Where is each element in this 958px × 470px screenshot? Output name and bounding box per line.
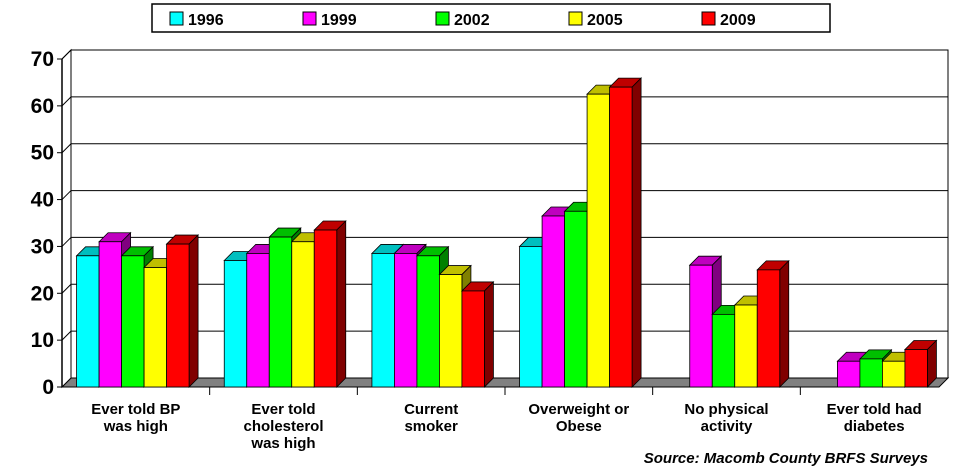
legend-swatch-2002 [435, 11, 450, 26]
gridline [61, 283, 72, 294]
plot-back-wall [70, 49, 949, 379]
bar-2009-3 [608, 77, 643, 388]
legend-label-2005: 2005 [587, 12, 623, 29]
x-category-label: smoker [404, 418, 458, 435]
x-category-label: Ever told had [827, 401, 922, 418]
legend: 1996 1999 2002 2005 2009 [151, 3, 831, 33]
y-tick-label: 20 [31, 282, 54, 305]
legend-label-2002: 2002 [454, 12, 490, 29]
x-category-label: diabetes [844, 418, 905, 435]
legend-swatch-2005 [568, 11, 583, 26]
y-tick-label: 40 [31, 189, 54, 212]
y-tick-label: 0 [42, 376, 54, 399]
y-tick-label: 70 [31, 48, 54, 71]
x-category-label: No physical [684, 401, 768, 418]
y-tick-label: 30 [31, 235, 54, 258]
gridline [61, 330, 72, 341]
gridline [61, 49, 72, 60]
y-tick-label: 50 [31, 142, 54, 165]
legend-box [151, 3, 831, 33]
bar-2009-0 [165, 234, 200, 388]
x-category-label: was high [250, 435, 315, 452]
x-category-label: Ever told [251, 401, 315, 418]
gridline [61, 143, 72, 154]
x-category-label: Overweight or [528, 401, 629, 418]
plot-side-wall [61, 48, 72, 389]
x-category-label: activity [701, 418, 753, 435]
legend-swatch-1999 [302, 11, 317, 26]
gridline [61, 237, 72, 247]
source-note: Source: Macomb County BRFS Surveys [644, 450, 928, 467]
legend-label-1999: 1999 [321, 12, 357, 29]
y-tick-label: 60 [31, 95, 54, 118]
legend-swatch-1996 [169, 11, 184, 26]
gridline [61, 190, 72, 200]
bar-2009-1 [313, 220, 347, 388]
x-category-label: Obese [556, 418, 602, 435]
legend-label-1996: 1996 [188, 12, 224, 29]
bar-2009-5 [903, 339, 938, 388]
bar-2009-2 [460, 280, 495, 388]
x-category-label: cholesterol [243, 418, 323, 435]
x-category-label: Current [404, 401, 458, 418]
bar-2009-4 [756, 259, 790, 388]
x-category-label: was high [103, 418, 168, 435]
legend-label-2009: 2009 [720, 12, 756, 29]
legend-swatch-2009 [701, 11, 716, 26]
x-category-label: Ever told BP [91, 401, 180, 418]
y-tick-label: 10 [31, 329, 54, 352]
gridline [61, 96, 72, 107]
